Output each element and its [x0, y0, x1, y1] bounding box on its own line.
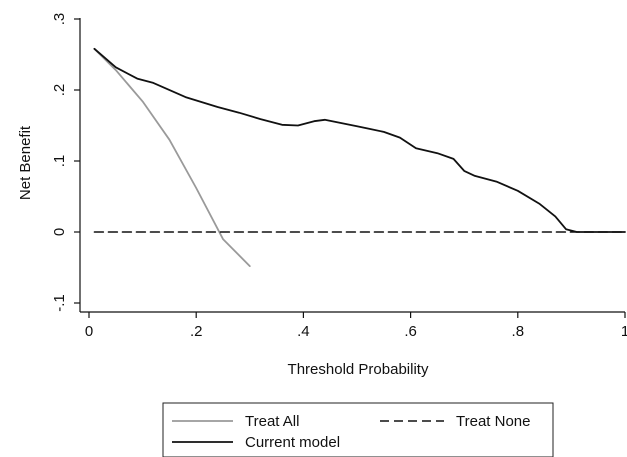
y-tick-label: -.1 [51, 294, 68, 312]
x-tick-label: .2 [190, 323, 203, 340]
y-tick-label: 0 [51, 228, 68, 236]
y-tick-label: .2 [51, 84, 68, 97]
legend-label-treat-none: Treat None [456, 413, 530, 430]
y-tick-label: .3 [51, 13, 68, 26]
x-tick-label: .8 [512, 323, 525, 340]
legend-label-treat-all: Treat All [245, 413, 299, 430]
legend-label-current-model: Current model [245, 434, 340, 451]
legend: Treat All Treat None Current model [162, 402, 554, 457]
x-tick-label: 0 [85, 323, 93, 340]
legend-box [162, 402, 554, 457]
series-line-current-model [93, 47, 626, 233]
x-tick-label: 1 [621, 323, 627, 340]
x-axis-label: Threshold Probability [288, 361, 429, 378]
x-tick-label: .4 [297, 323, 310, 340]
plot-area: 0 .2 .4 .6 .8 1 -.1 0 .1 .2 .3 [51, 13, 627, 340]
y-axis-label: Net Benefit [17, 125, 34, 200]
series-layer [93, 47, 626, 268]
series-line-treat-all [93, 47, 251, 268]
x-tick-label: .6 [404, 323, 417, 340]
y-tick-label: .1 [51, 155, 68, 168]
